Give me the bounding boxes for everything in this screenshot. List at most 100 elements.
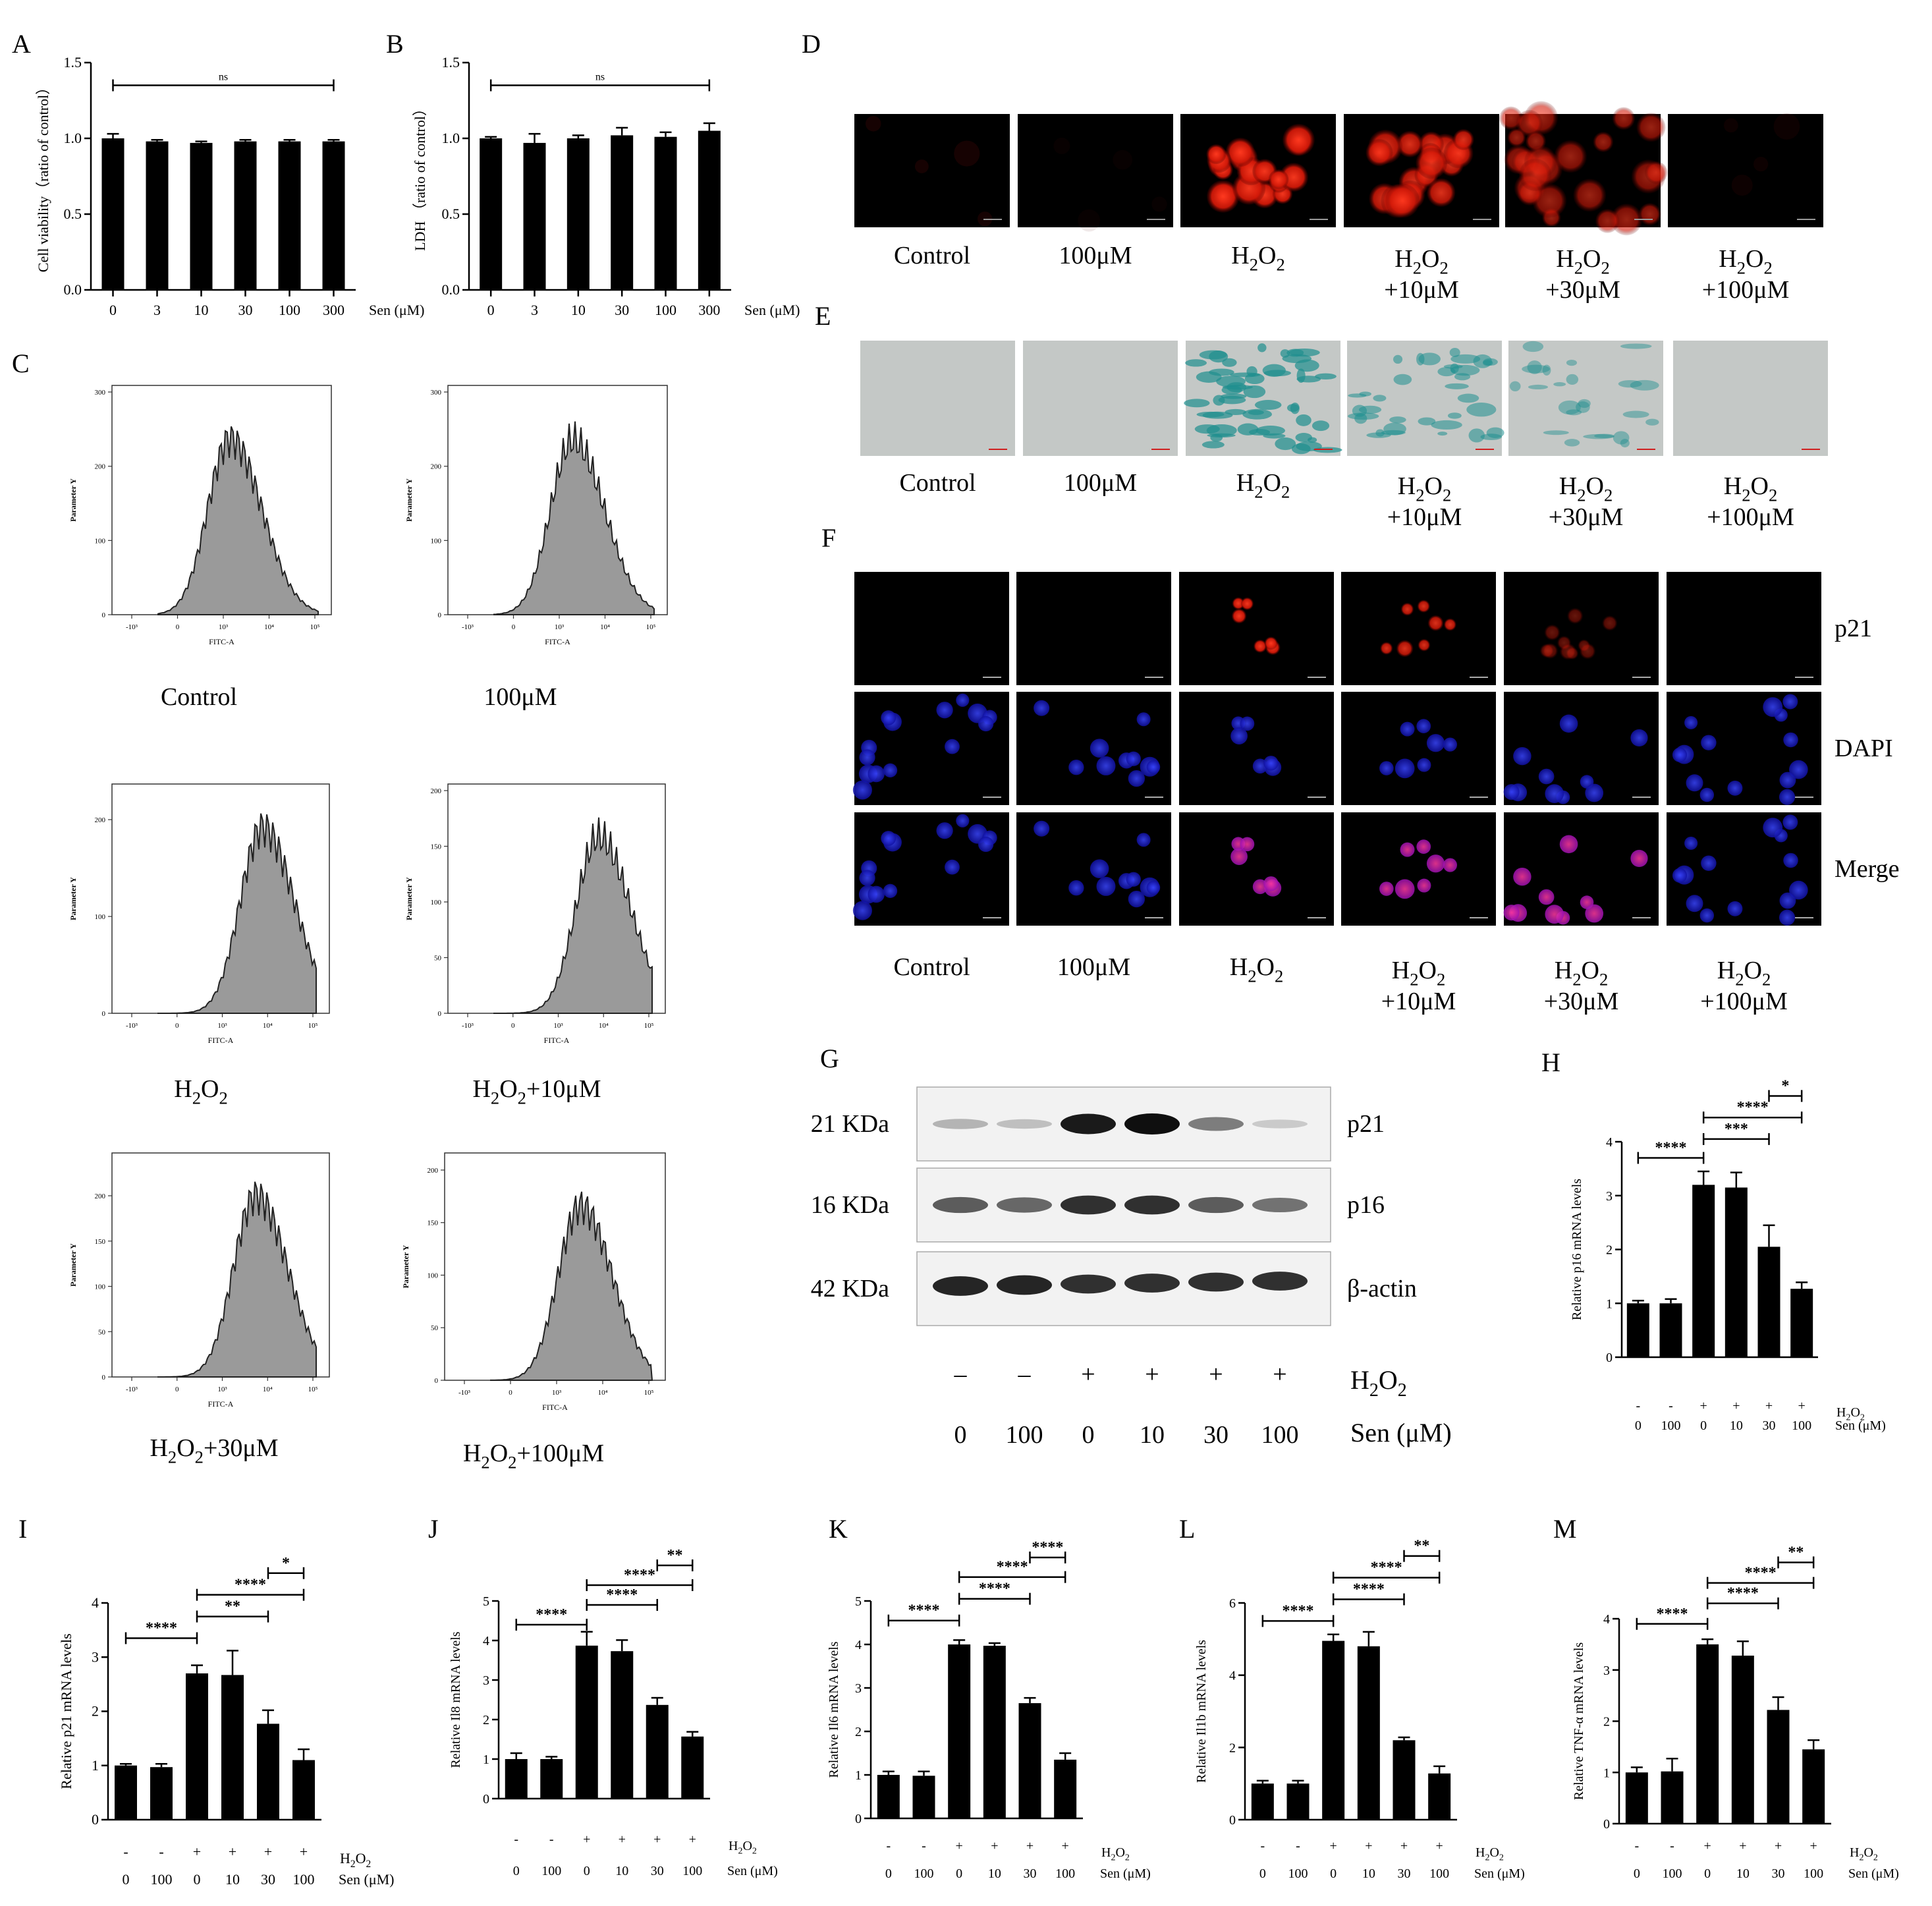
ros-caption: H2O2 xyxy=(1394,245,1449,278)
cell-nucleus xyxy=(1573,179,1607,212)
x-tick-label: -10³ xyxy=(462,623,474,631)
cell-nucleus xyxy=(1263,756,1279,771)
stain-blob xyxy=(1296,376,1321,383)
cell-nucleus xyxy=(978,836,994,853)
bar xyxy=(1428,1773,1451,1820)
cell-nucleus xyxy=(1545,905,1564,924)
cell-nucleus xyxy=(1684,836,1698,850)
cell-nucleus xyxy=(1225,137,1255,167)
sen-dose-label: 0 xyxy=(885,1866,892,1881)
stain-blob xyxy=(1630,379,1659,391)
y-tick-label: 3 xyxy=(1606,1189,1613,1204)
ros-image-1: Control xyxy=(854,114,1010,269)
sen-dose-label: 10 xyxy=(1736,1866,1750,1881)
y-axis-label: Relative Il1b mRNA levels xyxy=(1194,1640,1209,1783)
stain-blob xyxy=(1246,366,1257,377)
cell-nucleus xyxy=(1090,859,1109,878)
image-frame xyxy=(1341,692,1496,805)
sig-label: **** xyxy=(1032,1539,1063,1556)
blot-band xyxy=(1252,1197,1308,1213)
cell-nucleus xyxy=(956,693,970,707)
image-frame xyxy=(1341,572,1496,685)
stain-blob xyxy=(1418,417,1436,426)
sen-dose-label: 10 xyxy=(225,1871,240,1888)
y-axis-label: Parameter Y xyxy=(69,478,78,522)
sen-row-label: Sen (μM) xyxy=(1474,1866,1525,1881)
bar xyxy=(221,1675,244,1820)
y-tick-label: 0 xyxy=(1603,1817,1610,1832)
blot-sen-label: Sen (μM) xyxy=(1350,1418,1452,1447)
stain-blob xyxy=(1348,393,1367,398)
cell-nucleus xyxy=(1545,784,1564,804)
x-tick-label: -10³ xyxy=(126,623,138,631)
h2o2-sign: + xyxy=(689,1832,696,1847)
sen-dose-label: 100 xyxy=(1804,1866,1823,1881)
histogram-4: -10³ 0 10³ 10⁴ 10⁵ FITC-A 0 50 100 150 200 Paramete… xyxy=(404,783,666,1108)
cell-nucleus xyxy=(1240,716,1255,731)
x-tick-label: 10³ xyxy=(555,623,565,631)
bar xyxy=(1725,1187,1748,1357)
betagal-caption: 100μM xyxy=(1064,469,1137,497)
sig-label: **** xyxy=(1727,1585,1759,1602)
x-tick-label: 10⁴ xyxy=(263,1022,273,1030)
blot-band xyxy=(1252,1272,1308,1291)
panel-letter-j: J xyxy=(428,1514,439,1544)
blot-band xyxy=(933,1196,988,1214)
panel-letter-i: I xyxy=(18,1514,27,1544)
sen-row-label: Sen (μM) xyxy=(1848,1866,1899,1881)
x-tick-label: -10³ xyxy=(126,1386,138,1393)
stain-blob xyxy=(1216,376,1246,387)
stain-blob xyxy=(1263,433,1286,439)
ros-caption: 100μM xyxy=(1059,242,1132,269)
sen-dose-label: 10 xyxy=(1730,1418,1743,1433)
blot-band xyxy=(997,1119,1052,1129)
if-image-dapi-6 xyxy=(1667,692,1821,805)
sen-dose-label: 0 xyxy=(1700,1418,1707,1433)
stain-blob xyxy=(1431,420,1462,430)
sen-row-label: Sen (μM) xyxy=(1835,1418,1886,1433)
cell-nucleus xyxy=(1503,905,1520,921)
ros-image-5: H2O2+30μM xyxy=(1499,101,1668,304)
blot-protein-label: β-actin xyxy=(1347,1275,1417,1303)
stain-blob xyxy=(1347,412,1379,420)
y-tick-label: 50 xyxy=(434,955,442,963)
cell-nucleus xyxy=(1053,137,1070,154)
bar xyxy=(611,1651,634,1799)
cell-nucleus xyxy=(1396,130,1423,157)
stain-blob xyxy=(1566,359,1578,366)
sig-label: ** xyxy=(667,1547,683,1564)
sen-dose-label: 100 xyxy=(1288,1866,1308,1881)
if-image-p21-3 xyxy=(1179,572,1334,685)
blot-h2o2-sign: + xyxy=(1273,1360,1286,1388)
cell-nucleus xyxy=(1096,756,1116,775)
bar xyxy=(190,142,213,290)
blot-sen-dose: 100 xyxy=(1261,1421,1299,1449)
h2o2-sign: + xyxy=(264,1843,272,1860)
betagal-image-5: H2O2+30μM xyxy=(1508,341,1663,531)
y-axis-label: Parameter Y xyxy=(69,1243,78,1287)
bar xyxy=(292,1760,315,1820)
cell-nucleus xyxy=(1544,624,1560,640)
blot-sen-dose: 30 xyxy=(1203,1421,1228,1449)
bar xyxy=(480,138,503,290)
x-tick-label: 0 xyxy=(487,302,495,318)
image-frame xyxy=(1179,692,1334,805)
y-tick-label: 4 xyxy=(1606,1135,1613,1150)
microscopy-layer: Control 100μM H2O2 H2O2+10μMH2O2+30μMH2O2+1… xyxy=(852,101,1900,1015)
if-image-dapi-2 xyxy=(1016,692,1171,805)
image-frame xyxy=(1667,572,1821,685)
cell-nucleus xyxy=(1684,715,1698,729)
sen-dose-label: 0 xyxy=(1634,1866,1640,1881)
cell-nucleus xyxy=(1507,128,1526,147)
blot-band xyxy=(933,1276,988,1296)
y-tick-label: 50 xyxy=(431,1324,439,1332)
bar xyxy=(1251,1783,1274,1820)
ros-caption-dose: +100μM xyxy=(1702,276,1790,304)
bar xyxy=(1018,1703,1041,1818)
stain-blob xyxy=(1622,410,1649,418)
x-tick-label: 10³ xyxy=(553,1022,563,1030)
bar xyxy=(912,1776,935,1818)
cell-nucleus xyxy=(883,763,898,777)
bar xyxy=(1626,1303,1649,1357)
h2o2-sign: + xyxy=(619,1832,626,1847)
